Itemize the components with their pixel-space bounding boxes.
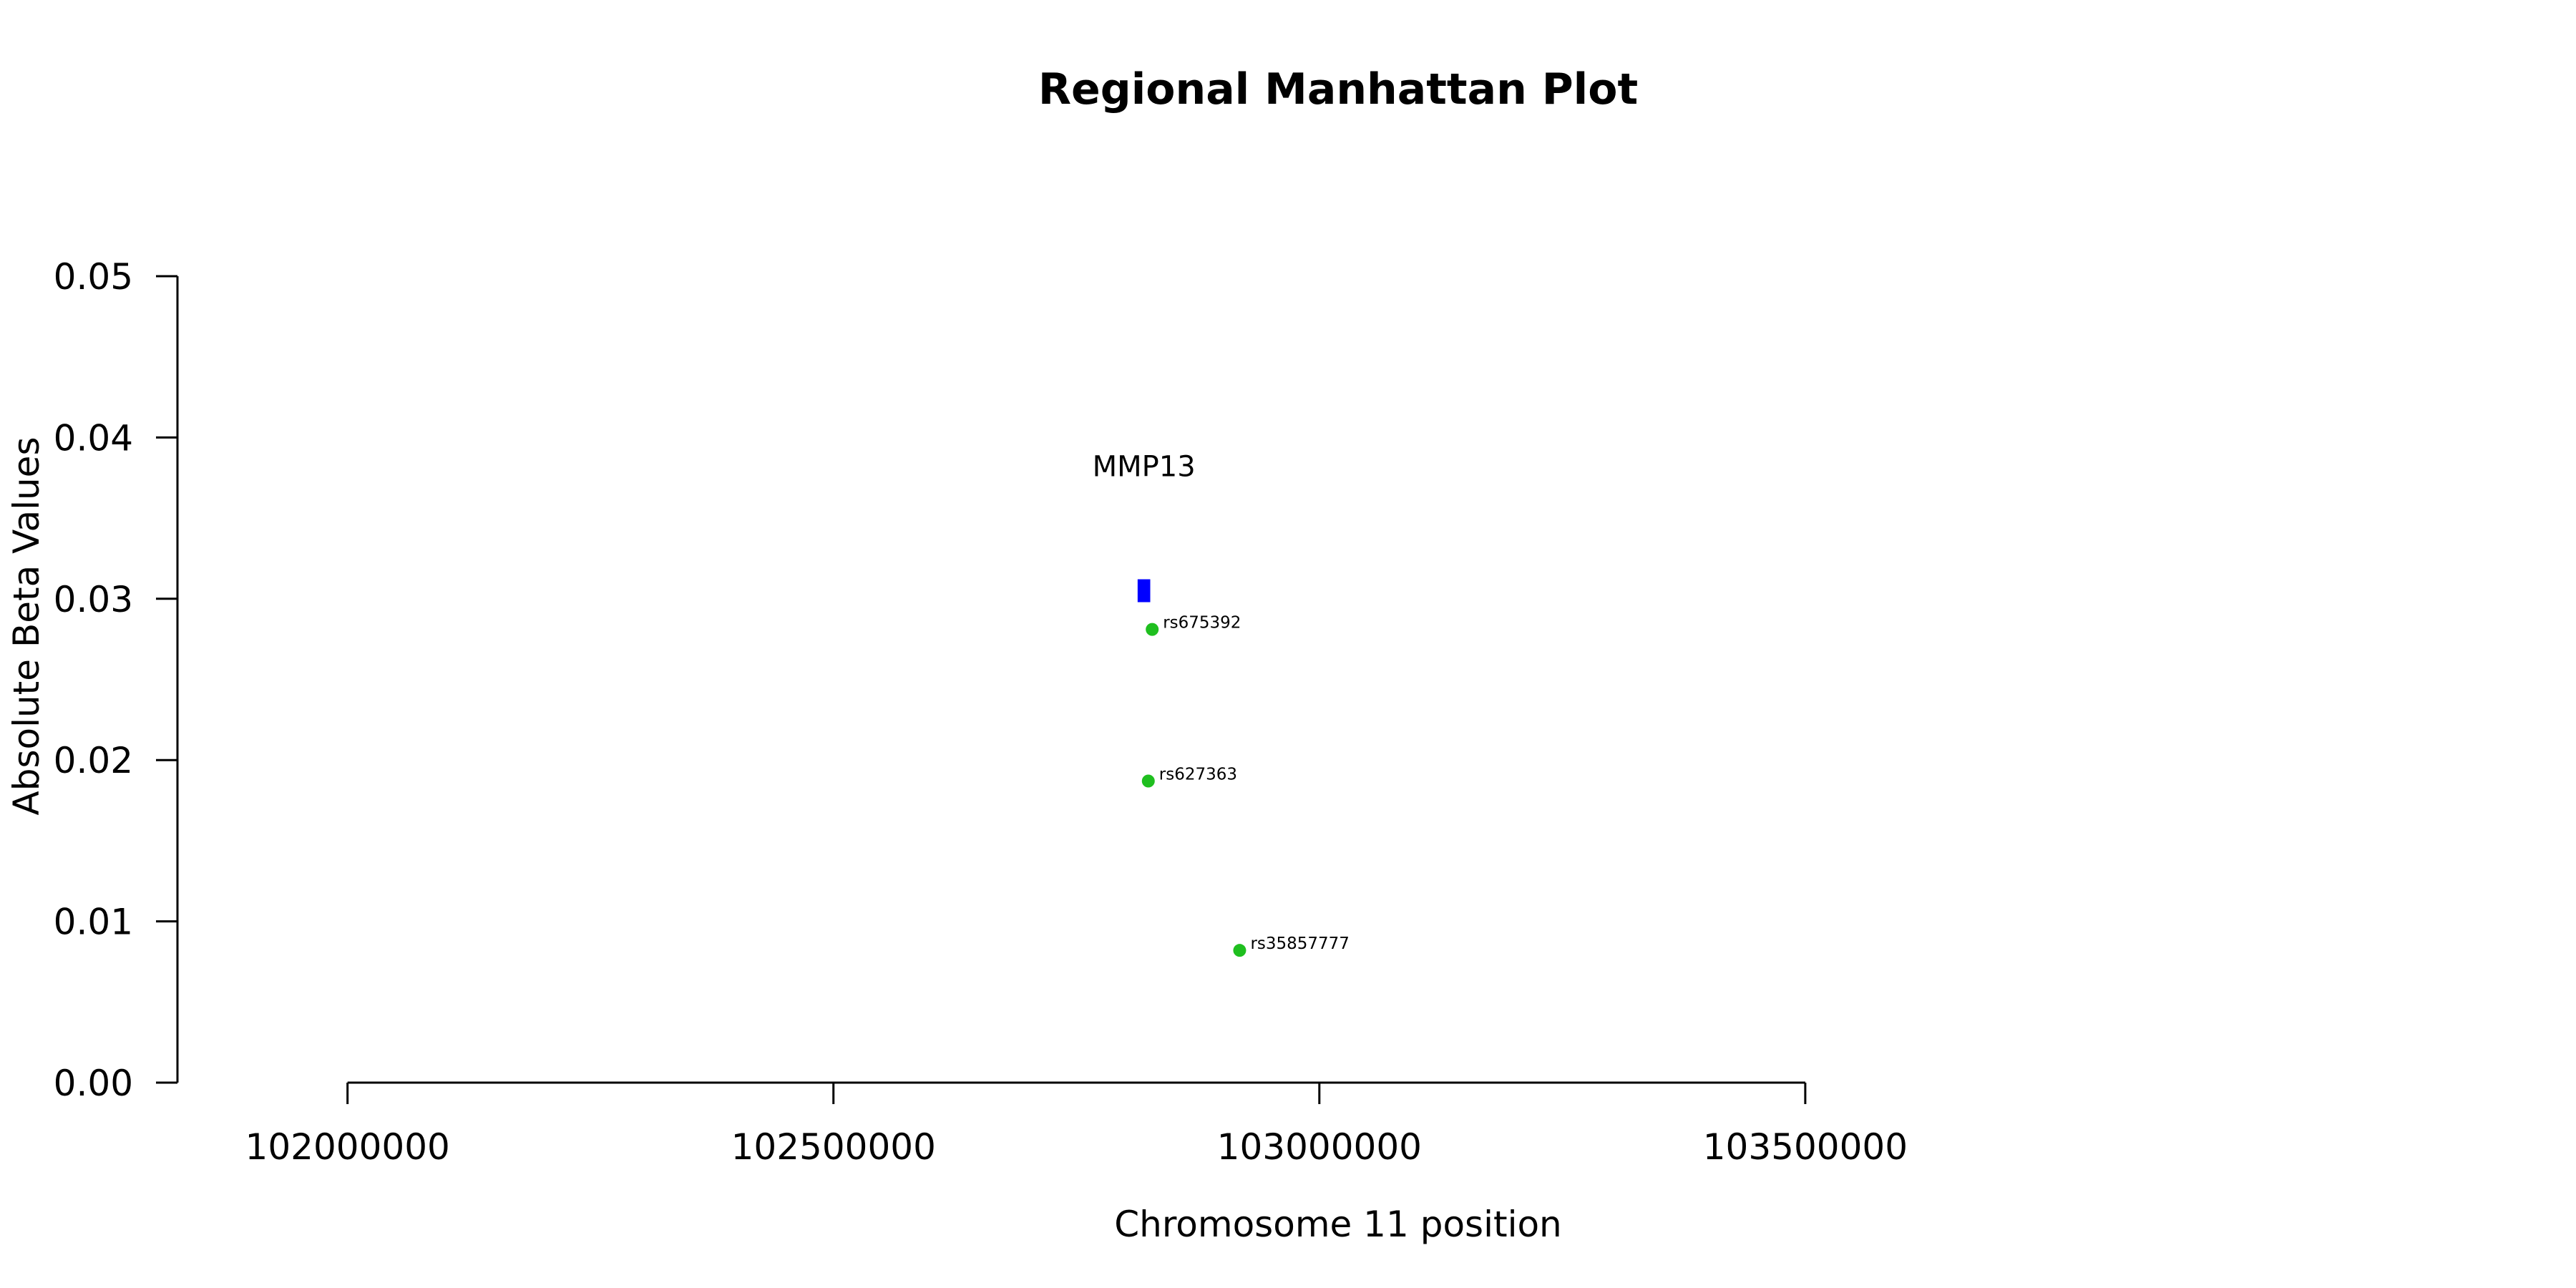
gene-label: MMP13 xyxy=(1093,451,1196,484)
chart-title: Regional Manhattan Plot xyxy=(1038,64,1638,114)
y-tick-label: 0.05 xyxy=(54,256,133,298)
x-tick-label: 102500000 xyxy=(731,1126,936,1168)
y-tick-label: 0.00 xyxy=(54,1063,133,1104)
gene-track: MMP13 xyxy=(1093,451,1196,602)
snp-point xyxy=(1233,944,1246,957)
y-tick-label: 0.02 xyxy=(54,740,133,781)
y-tick-label: 0.01 xyxy=(54,902,133,943)
snp-point xyxy=(1141,774,1155,788)
snp-point xyxy=(1146,623,1159,636)
x-tick-label: 103000000 xyxy=(1217,1126,1422,1168)
snp-label: rs627363 xyxy=(1159,766,1237,784)
snp-label: rs35857777 xyxy=(1250,935,1350,953)
x-axis: 102000000 102500000 103000000 103500000 xyxy=(245,1081,1908,1168)
gene-box xyxy=(1137,579,1151,602)
snp-label: rs675392 xyxy=(1163,614,1241,633)
x-tick-label: 103500000 xyxy=(1703,1126,1908,1168)
y-axis: 0.00 0.01 0.02 0.03 0.04 0.05 xyxy=(54,256,179,1104)
x-axis-label: Chromosome 11 position xyxy=(1114,1204,1562,1245)
x-tick-label: 102000000 xyxy=(245,1126,450,1168)
y-tick-label: 0.03 xyxy=(54,579,133,620)
y-tick-label: 0.04 xyxy=(54,417,133,459)
y-axis-label: Absolute Beta Values xyxy=(6,437,47,816)
snp-points: rs675392 rs627363 rs35857777 xyxy=(1141,614,1350,957)
